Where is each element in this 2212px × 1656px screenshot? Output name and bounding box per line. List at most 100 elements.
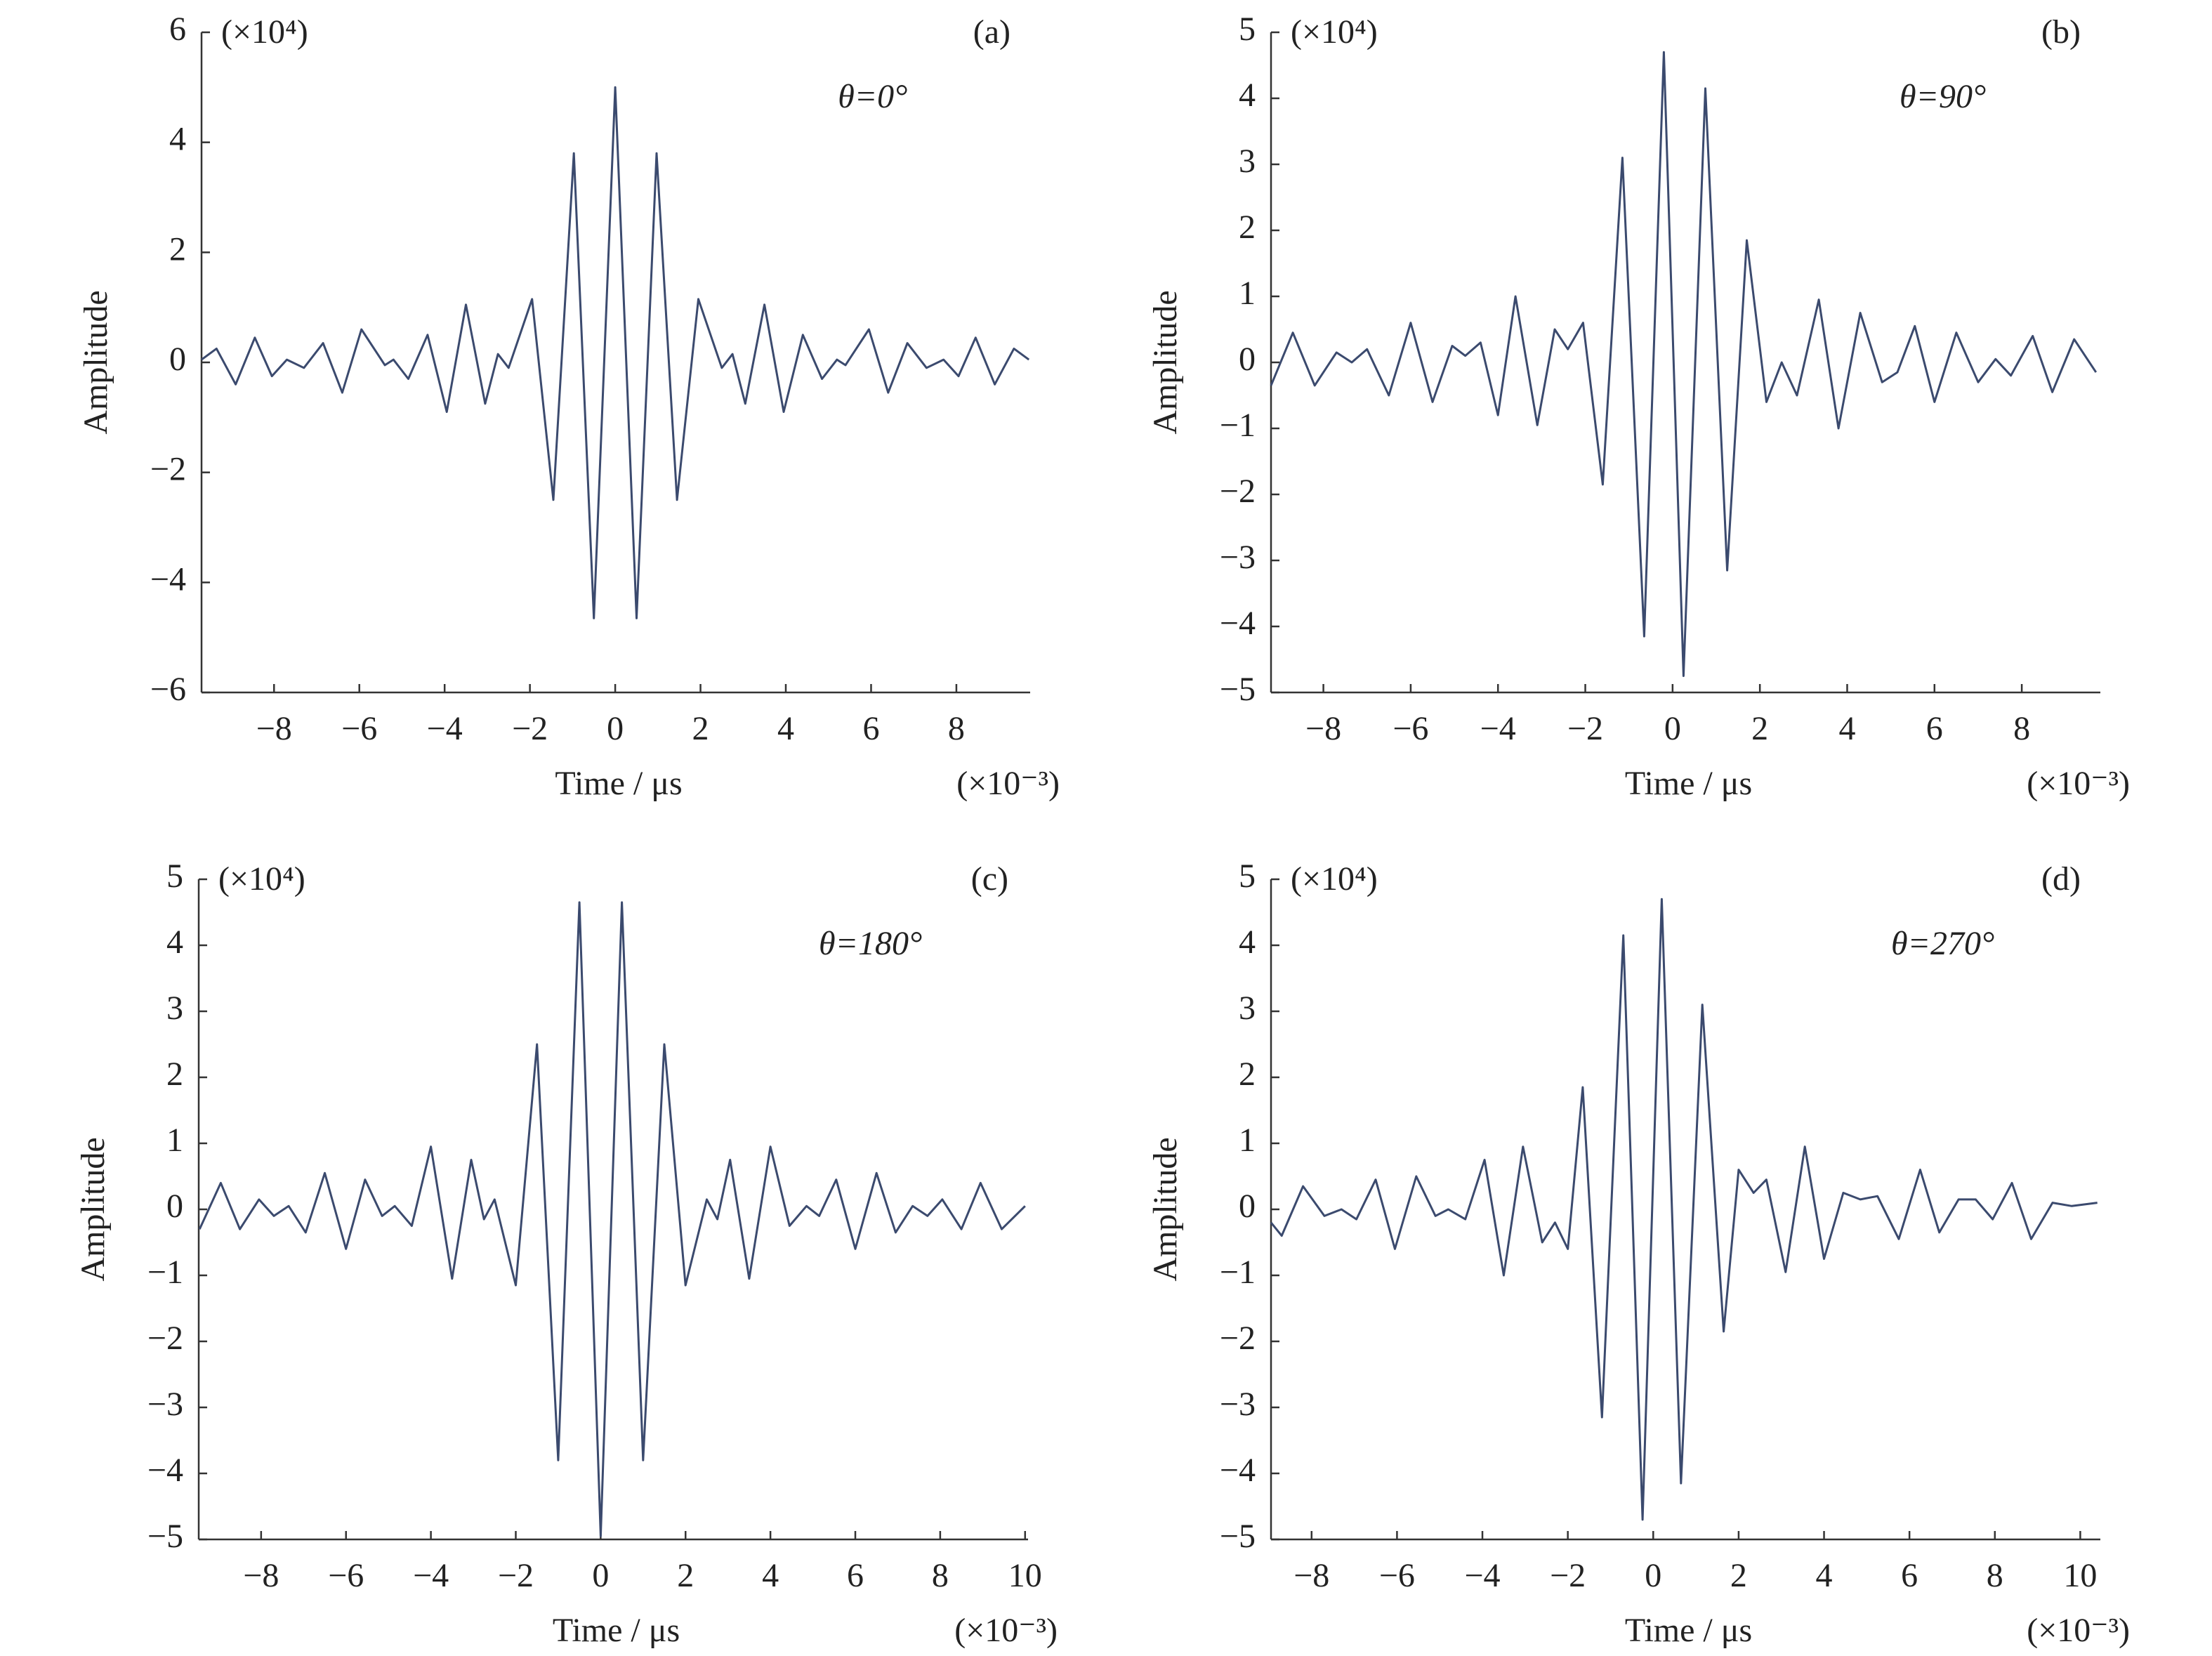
panel-label: (b) [2041,13,2081,51]
y-tick-label: 0 [169,341,186,378]
signal-line [1270,51,2098,677]
y-tick-label: −4 [1220,1452,1256,1489]
x-multiplier: (×10⁻³) [2027,1612,2130,1649]
x-tick-label: 4 [762,1557,779,1594]
x-tick-label: −6 [1379,1557,1415,1594]
x-tick-label: 0 [1664,710,1681,747]
annotation: θ=180° [819,925,922,962]
x-multiplier: (×10⁻³) [2027,765,2130,802]
y-tick-label: 2 [169,230,186,268]
y-tick-label: −2 [150,451,186,488]
y-multiplier: (×10⁴) [218,860,305,898]
x-tick-label: 6 [847,1557,864,1594]
y-tick-label: −3 [1220,1386,1256,1423]
y-tick-label: 2 [1239,209,1256,246]
y-tick-label: −6 [150,671,186,708]
x-tick-label: 8 [948,710,965,747]
y-multiplier: (×10⁴) [221,13,308,51]
x-multiplier: (×10⁻³) [956,765,1060,802]
x-tick-label: −6 [1393,710,1428,747]
x-tick-label: 6 [1901,1557,1918,1594]
x-tick-label: 8 [932,1557,949,1594]
x-tick-label: 10 [1008,1557,1042,1594]
x-axis-label: Time / μs [553,1612,680,1649]
y-tick-label: −2 [1220,1320,1256,1357]
annotation: θ=90° [1900,78,1986,115]
panel-label: (d) [2041,860,2081,898]
x-axis-label: Time / μs [555,765,682,802]
annotation: θ=270° [1891,925,1994,962]
y-tick-label: −1 [147,1254,183,1291]
y-tick-label: −4 [147,1452,183,1489]
panel-label: (a) [973,13,1010,51]
y-multiplier: (×10⁴) [1291,860,1378,898]
y-tick-label: 4 [1239,924,1256,961]
x-tick-label: 10 [2063,1557,2097,1594]
y-tick-label: 5 [1239,11,1256,48]
y-tick-label: 2 [1239,1056,1256,1093]
y-tick-label: 5 [166,857,183,895]
y-tick-label: 3 [166,990,183,1027]
y-tick-label: 2 [166,1056,183,1093]
y-axis-label: Amplitude [74,1137,112,1281]
x-tick-label: 2 [692,710,709,747]
y-tick-label: 4 [169,121,186,158]
y-tick-label: −2 [1220,473,1256,510]
x-tick-label: −8 [1293,1557,1329,1594]
y-tick-label: 4 [1239,77,1256,114]
x-tick-label: −2 [512,710,548,747]
x-tick-label: −2 [498,1557,534,1594]
y-tick-label: −5 [1220,1518,1256,1555]
x-tick-label: −2 [1567,710,1603,747]
x-tick-label: −6 [328,1557,364,1594]
y-multiplier: (×10⁴) [1291,13,1378,51]
y-tick-label: −5 [1220,671,1256,708]
x-tick-label: 6 [1926,710,1943,747]
signal-line [198,901,1026,1537]
y-axis-label: Amplitude [1147,1137,1184,1281]
y-tick-label: −5 [147,1518,183,1555]
x-tick-label: 4 [1816,1557,1833,1594]
y-tick-label: −3 [1220,539,1256,576]
x-tick-label: −8 [243,1557,279,1594]
signal-line [1270,898,2098,1521]
y-tick-label: 1 [166,1122,183,1159]
y-tick-label: 1 [1239,1122,1256,1159]
x-tick-label: 2 [677,1557,694,1594]
signal-line [201,86,1030,619]
x-tick-label: 6 [862,710,879,747]
y-tick-label: 0 [166,1188,183,1225]
x-tick-label: 8 [2013,710,2030,747]
x-tick-label: −6 [341,710,377,747]
y-tick-label: −1 [1220,407,1256,444]
x-multiplier: (×10⁻³) [954,1612,1058,1649]
y-tick-label: 4 [166,924,183,961]
y-tick-label: 3 [1239,143,1256,180]
y-axis-label: Amplitude [77,290,114,434]
x-tick-label: 0 [607,710,624,747]
x-tick-label: 4 [777,710,794,747]
x-tick-label: 4 [1838,710,1855,747]
x-tick-label: 2 [1751,710,1768,747]
x-axis-label: Time / μs [1625,1612,1752,1649]
y-tick-label: −4 [150,560,186,598]
y-axis-label: Amplitude [1147,290,1184,434]
x-tick-label: −4 [1464,1557,1500,1594]
y-tick-label: 1 [1239,275,1256,312]
y-tick-label: 0 [1239,1188,1256,1225]
x-tick-label: 0 [592,1557,609,1594]
y-tick-label: −4 [1220,605,1256,642]
y-tick-label: −3 [147,1386,183,1423]
x-tick-label: −4 [1480,710,1516,747]
y-tick-label: −1 [1220,1254,1256,1291]
annotation: θ=0° [838,78,907,115]
y-tick-label: 0 [1239,341,1256,378]
x-tick-label: 0 [1645,1557,1661,1594]
x-tick-label: −4 [413,1557,449,1594]
x-tick-label: 2 [1730,1557,1747,1594]
x-tick-label: −2 [1550,1557,1586,1594]
x-axis-label: Time / μs [1625,765,1752,802]
x-tick-label: −8 [256,710,292,747]
x-tick-label: −8 [1305,710,1341,747]
